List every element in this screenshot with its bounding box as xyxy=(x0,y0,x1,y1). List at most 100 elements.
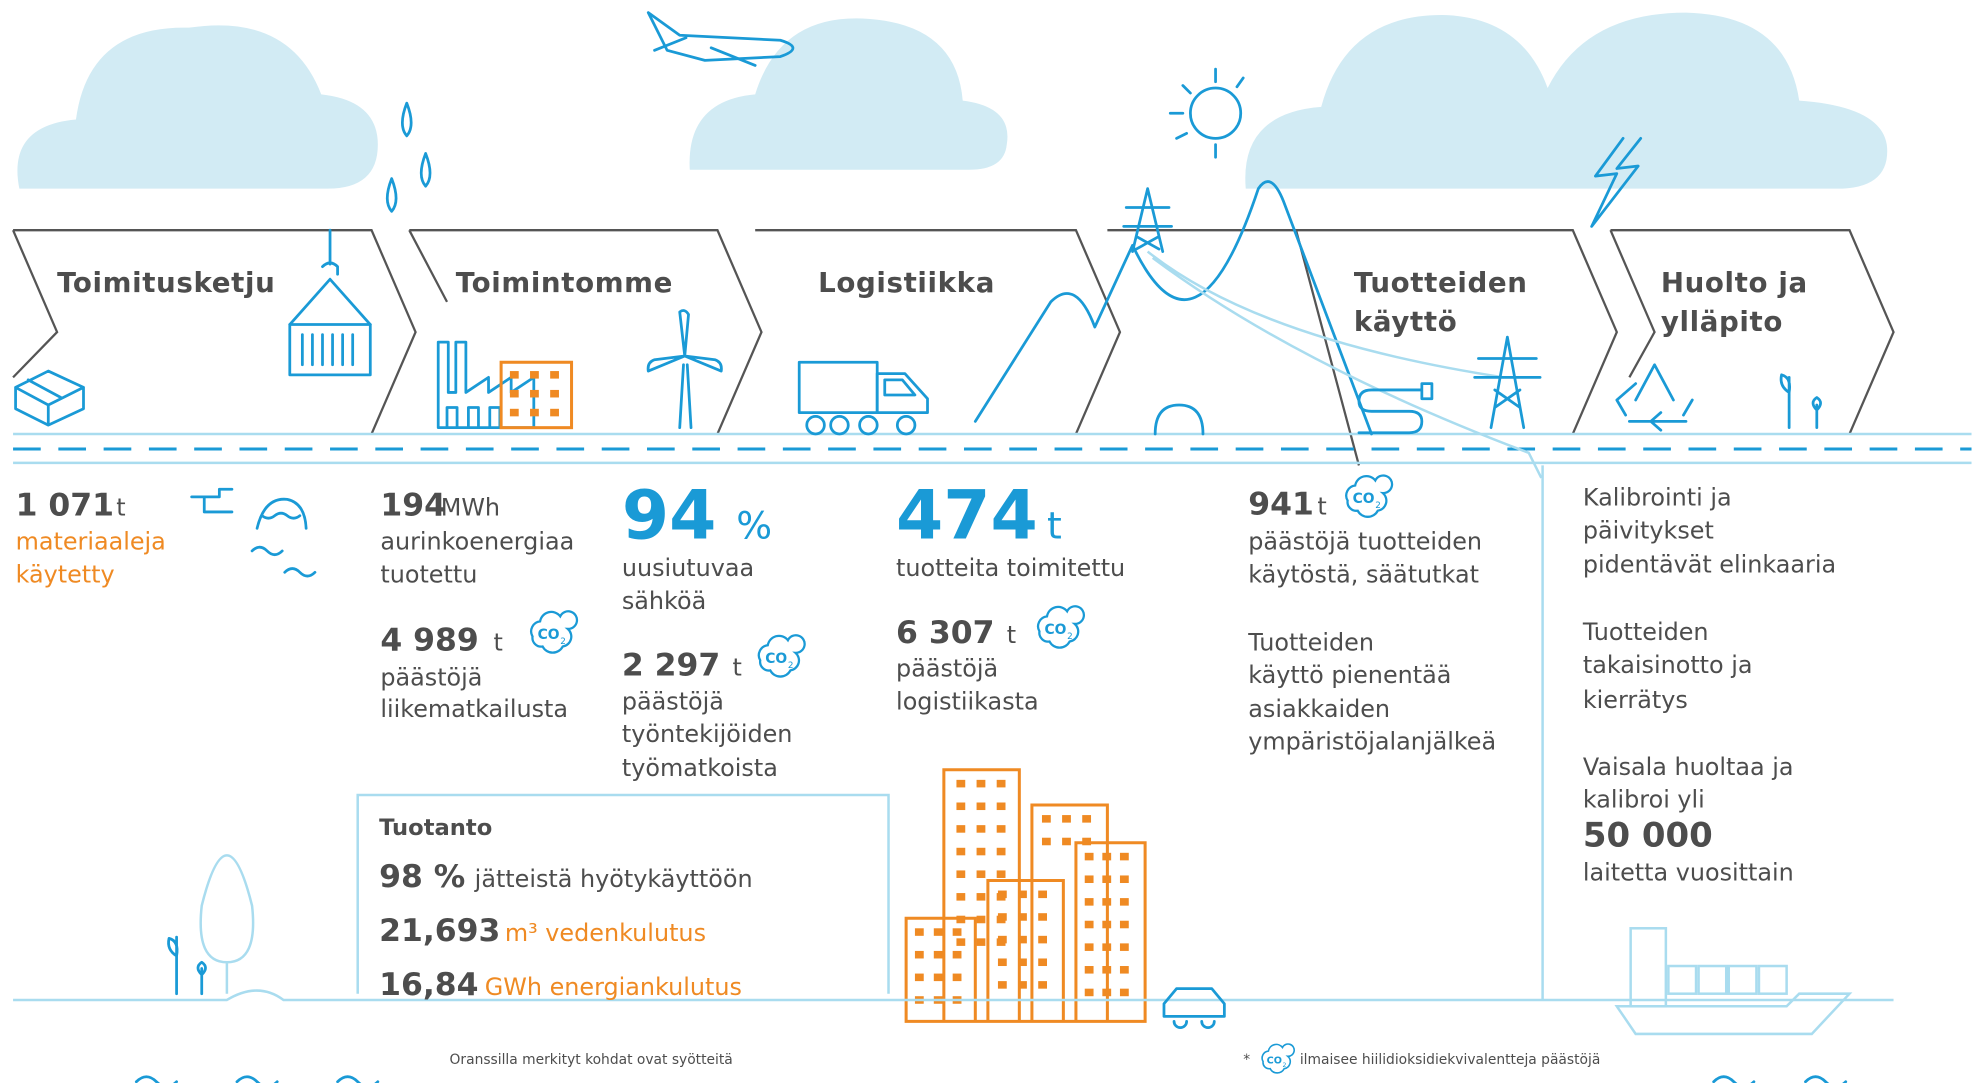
window xyxy=(1082,837,1092,846)
stat-label: sähköä xyxy=(622,587,706,615)
stat-label: käytöstä, säätutkat xyxy=(1248,560,1479,588)
wind-turbine-icon xyxy=(646,309,723,430)
stat-label: tuotteita toimitettu xyxy=(896,554,1125,582)
window xyxy=(509,389,519,398)
window xyxy=(956,893,966,901)
window xyxy=(1119,875,1129,884)
window xyxy=(1062,815,1071,823)
cloud xyxy=(689,18,1008,170)
window xyxy=(976,825,986,833)
window xyxy=(997,913,1007,921)
window xyxy=(1038,958,1048,967)
factory-icon xyxy=(436,340,574,430)
window xyxy=(1018,913,1027,921)
co2-sub: 2 xyxy=(1067,632,1073,642)
windows xyxy=(509,371,559,417)
window xyxy=(1084,920,1094,929)
window xyxy=(530,408,539,417)
window xyxy=(1041,815,1051,823)
chevron xyxy=(1609,229,1895,435)
cloud xyxy=(1245,12,1888,189)
stat-value: 194 xyxy=(380,488,446,524)
drops-icon xyxy=(385,101,432,213)
ground xyxy=(13,465,1894,1083)
stat-label: logistiikasta xyxy=(896,687,1039,715)
co2-icon: CO 2 xyxy=(1345,474,1394,518)
window xyxy=(914,950,924,959)
window xyxy=(1102,920,1112,929)
chevron xyxy=(12,229,417,435)
tunnel xyxy=(1153,403,1205,436)
stat-label: käytetty xyxy=(16,560,115,588)
footnote: ilmaisee hiilidioksidiekvivalentteja pää… xyxy=(1300,1052,1600,1068)
stage-title: Toimitusketju xyxy=(57,266,275,299)
stage-title: Huolto ja xyxy=(1661,266,1808,299)
window xyxy=(952,973,962,982)
footnote-star: * xyxy=(1243,1052,1250,1068)
co2-icon: CO 2 xyxy=(1261,1043,1295,1074)
stage-title: Logistiikka xyxy=(818,266,995,299)
stat-unit: t xyxy=(1317,492,1326,520)
window xyxy=(914,973,924,982)
production-box xyxy=(356,793,890,994)
stat-value: 98 % xyxy=(379,859,465,895)
stat-label: tuotettu xyxy=(380,560,477,588)
power-lines xyxy=(1146,250,1543,479)
office-building xyxy=(499,360,574,430)
window xyxy=(1018,981,1027,989)
window xyxy=(550,371,559,379)
stat-unit: t xyxy=(1007,621,1016,649)
stat-label: aurinkoenergiaa xyxy=(380,528,574,556)
window xyxy=(1084,943,1094,951)
stat-label: päästöjä xyxy=(896,655,998,683)
window xyxy=(1119,898,1129,906)
window xyxy=(1119,920,1129,929)
window xyxy=(1119,966,1129,974)
window xyxy=(509,408,519,417)
stat-label: uusiutuvaa xyxy=(622,554,754,582)
ship-icon xyxy=(1614,927,1853,1036)
lightning-icon xyxy=(1590,136,1643,228)
window xyxy=(996,847,1006,856)
window xyxy=(997,981,1007,989)
stat-value: 50 000 xyxy=(1583,816,1713,856)
window xyxy=(530,371,539,379)
stat-label: m³ vedenkulutus xyxy=(505,919,706,947)
co2-sub: 2 xyxy=(1282,1062,1286,1069)
co2-cloud xyxy=(757,634,806,678)
stat-value: 2 297 xyxy=(622,647,720,683)
cable-icon xyxy=(1357,382,1434,435)
window xyxy=(1102,988,1112,997)
text-line: Kalibrointi ja xyxy=(1583,484,1732,512)
co2-icon: CO 2 xyxy=(1036,605,1086,649)
window xyxy=(530,389,539,398)
co2-cloud xyxy=(1036,605,1086,649)
window xyxy=(952,928,962,936)
co2-text: CO xyxy=(538,627,560,643)
co2-sub: 2 xyxy=(560,637,566,647)
window xyxy=(1119,943,1129,951)
stat-unit: t xyxy=(1047,503,1062,547)
window xyxy=(509,371,519,379)
window xyxy=(1082,815,1092,823)
stat-value: 94 xyxy=(622,476,717,555)
window xyxy=(996,825,1006,833)
window xyxy=(1018,890,1027,899)
stage-title: ylläpito xyxy=(1661,305,1783,338)
text-line: kalibroi yli xyxy=(1583,786,1705,814)
window xyxy=(956,870,966,878)
window xyxy=(976,893,986,901)
text-line: käyttö pienentää xyxy=(1248,661,1451,689)
window xyxy=(914,928,924,936)
window xyxy=(976,847,986,856)
stat-label: työmatkoista xyxy=(622,754,778,782)
stat-label: päästöjä tuotteiden xyxy=(1248,528,1482,556)
window xyxy=(956,915,966,924)
stat-label: materiaaleja xyxy=(16,528,166,556)
text-line: päivitykset xyxy=(1583,516,1714,544)
car-icon xyxy=(1162,987,1226,1030)
window xyxy=(1038,913,1048,921)
window xyxy=(996,779,1006,788)
